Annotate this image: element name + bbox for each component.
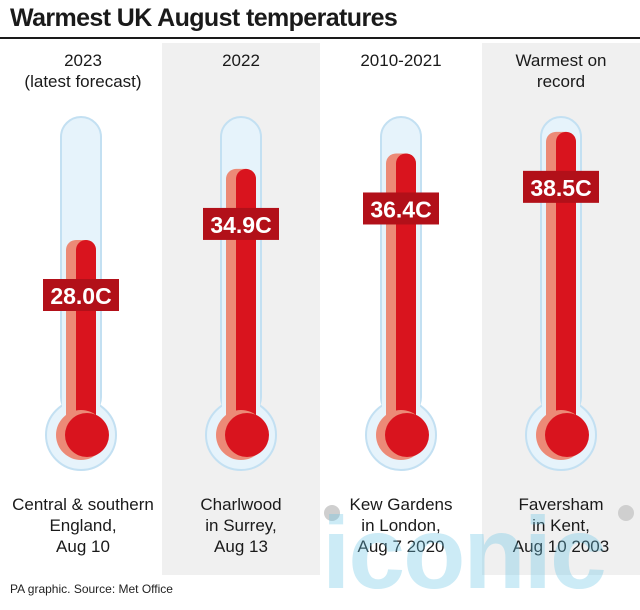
column-header-2010-2021: 2010-2021 (360, 51, 442, 70)
title-rule (0, 37, 640, 39)
source-note: PA graphic. Source: Met Office (10, 582, 173, 596)
value-label: 36.4C (370, 196, 431, 222)
mercury-column (76, 240, 96, 440)
location-label-record: Faversham in Kent, Aug 10 2003 (512, 495, 610, 556)
column-header-2022: 2022 (222, 51, 260, 70)
watermark-logo: iconic (322, 496, 607, 610)
bulb-fill (385, 413, 429, 457)
location-label-2010-2021: Kew Gardens in London, Aug 7 2020 (349, 495, 453, 556)
value-label-box (363, 192, 439, 225)
value-label: 28.0C (50, 283, 111, 309)
value-label-box (523, 170, 599, 203)
value-label-box (203, 207, 279, 240)
page-title: Warmest UK August temperatures (10, 4, 398, 32)
location-label-2022: Charlwood in Surrey, Aug 13 (200, 495, 282, 556)
value-label: 38.5C (530, 175, 591, 201)
bulb-fill (545, 413, 589, 457)
mercury-column (396, 153, 416, 441)
column-header-record: Warmest on record (515, 51, 607, 91)
bulb-fill (65, 413, 109, 457)
watermark-dot (324, 505, 340, 521)
value-label-box (43, 279, 119, 311)
watermark-dot (618, 505, 634, 521)
mercury-column (556, 131, 576, 440)
bulb-fill (225, 413, 269, 457)
value-label: 34.9C (210, 212, 271, 238)
location-label-2023: Central & southern England, Aug 10 (12, 495, 154, 556)
column-header-2023: 2023 (latest forecast) (24, 51, 142, 91)
